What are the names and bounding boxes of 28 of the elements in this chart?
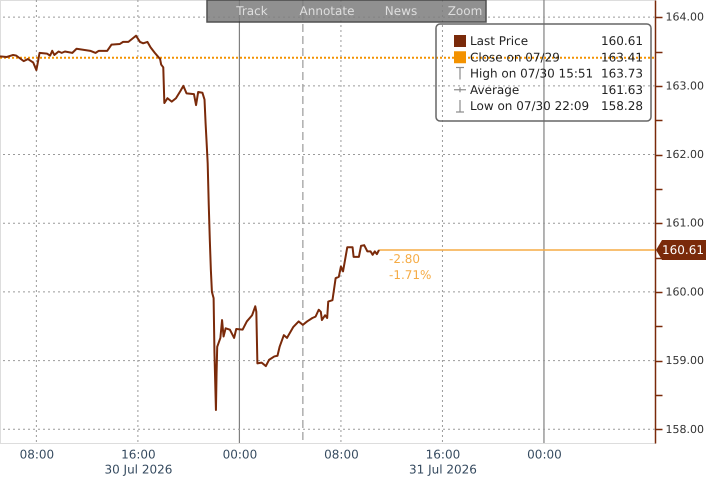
y-tick-label: 163.00 (666, 79, 704, 92)
x-tick-label: 16:00 30 Jul 2026 (104, 448, 172, 476)
x-tick-label: 16:00 31 Jul 2026 (408, 448, 477, 476)
annotation: 161.63 (601, 82, 643, 97)
y-tick-label: 160.00 (666, 285, 704, 298)
annotation: 160.61 (601, 34, 643, 48)
annotation: Zoom (448, 4, 482, 18)
y-tick-label: 161.00 (666, 216, 704, 230)
x-tick-label: 08:00 (324, 448, 359, 462)
annotation: News (384, 4, 418, 18)
annotation: -1.71% (389, 268, 432, 282)
annotation: Average (470, 82, 520, 97)
y-tick-label: 164.00 (666, 10, 704, 24)
x-tick-label: 08:00 (20, 448, 54, 462)
annotation: 163.41 (601, 50, 643, 64)
y-tick-label: 158.00 (666, 422, 704, 436)
line-series (0, 34, 380, 412)
annotation: Track (235, 4, 268, 18)
ref-line-label: 160.61 (662, 243, 704, 258)
annotation: -2.80 (389, 252, 420, 266)
x-tick-label: 00:00 (527, 448, 562, 462)
y-tick-label: 159.00 (666, 354, 704, 368)
annotation: 163.73 (601, 66, 643, 80)
annotation: Annotate (300, 4, 354, 18)
y-tick-label: 162.00 (666, 148, 704, 162)
annotation: 158.28 (601, 99, 643, 113)
legend-label: Last Price (470, 34, 528, 48)
x-tick-label: 00:00 (222, 448, 258, 462)
